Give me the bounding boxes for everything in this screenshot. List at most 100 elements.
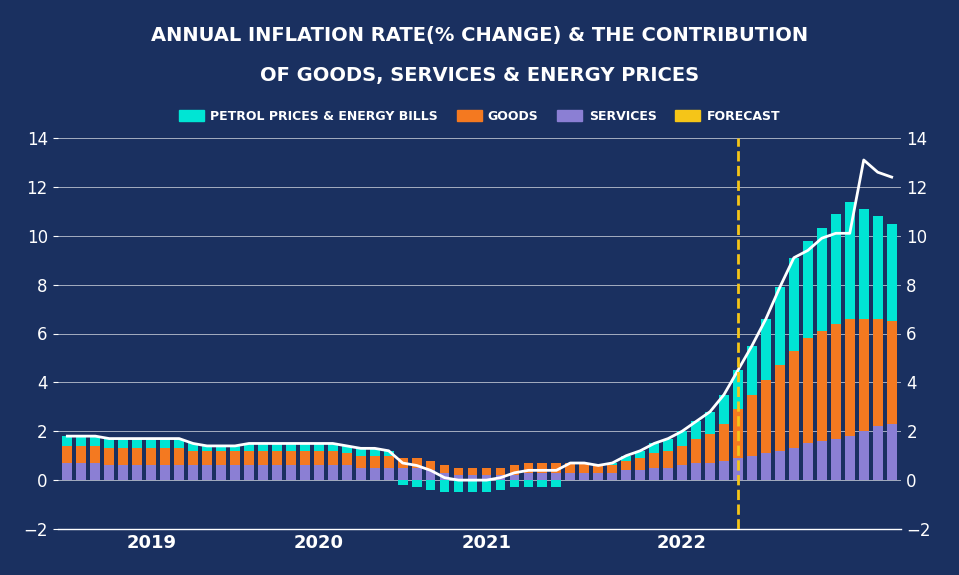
Bar — [439, 466, 450, 473]
Bar — [272, 451, 282, 466]
Bar — [873, 319, 882, 427]
Bar — [845, 319, 854, 436]
Bar — [105, 439, 114, 449]
Bar — [621, 470, 631, 480]
Bar — [594, 473, 603, 480]
Bar — [328, 443, 338, 451]
Bar — [524, 473, 533, 480]
Bar — [398, 480, 408, 485]
Bar — [258, 443, 268, 451]
Bar — [160, 448, 170, 466]
Bar — [132, 448, 142, 466]
Bar — [398, 458, 408, 468]
Bar — [468, 480, 478, 492]
Bar — [300, 466, 310, 480]
Bar — [454, 480, 463, 492]
Bar — [188, 466, 198, 480]
Bar — [454, 468, 463, 475]
Bar — [635, 451, 645, 458]
Bar — [579, 463, 589, 473]
Bar — [537, 473, 548, 480]
Bar — [524, 480, 533, 488]
Bar — [887, 224, 897, 321]
Bar — [481, 480, 491, 492]
Bar — [384, 451, 393, 455]
Bar — [439, 480, 450, 492]
Bar — [216, 466, 226, 480]
Bar — [566, 463, 575, 473]
Bar — [314, 466, 324, 480]
Bar — [272, 443, 282, 451]
Bar — [887, 424, 897, 480]
Bar — [286, 451, 295, 466]
Bar — [356, 448, 365, 455]
Bar — [789, 448, 799, 480]
Bar — [370, 455, 380, 468]
Bar — [147, 439, 156, 449]
Bar — [118, 439, 129, 449]
Bar — [356, 455, 365, 468]
Bar — [537, 480, 548, 488]
Bar — [175, 439, 184, 449]
Bar — [551, 473, 561, 480]
Bar — [411, 458, 422, 468]
Bar — [341, 453, 352, 466]
Bar — [202, 451, 212, 466]
Bar — [817, 331, 827, 441]
Bar — [272, 466, 282, 480]
Bar — [300, 443, 310, 451]
Bar — [677, 466, 687, 480]
Bar — [830, 324, 841, 439]
Bar — [579, 473, 589, 480]
Bar — [341, 446, 352, 453]
Bar — [468, 475, 478, 480]
Bar — [733, 370, 743, 409]
Bar — [691, 439, 701, 463]
Bar — [258, 466, 268, 480]
Bar — [817, 228, 827, 331]
Bar — [789, 258, 799, 351]
Bar — [370, 448, 380, 455]
Bar — [537, 463, 548, 473]
Bar — [747, 455, 757, 480]
Bar — [621, 461, 631, 470]
Text: OF GOODS, SERVICES & ENERGY PRICES: OF GOODS, SERVICES & ENERGY PRICES — [260, 66, 699, 85]
Bar — [664, 468, 673, 480]
Bar — [105, 466, 114, 480]
Bar — [147, 448, 156, 466]
Bar — [160, 466, 170, 480]
Bar — [314, 451, 324, 466]
Bar — [677, 431, 687, 446]
Bar — [649, 443, 659, 453]
Bar — [719, 394, 729, 424]
Bar — [859, 431, 869, 480]
Bar — [524, 463, 533, 473]
Bar — [705, 412, 714, 434]
Bar — [132, 439, 142, 449]
Bar — [496, 480, 505, 490]
Bar — [649, 453, 659, 468]
Bar — [859, 319, 869, 431]
Bar — [245, 443, 254, 451]
Legend: PETROL PRICES & ENERGY BILLS, GOODS, SERVICES, FORECAST: PETROL PRICES & ENERGY BILLS, GOODS, SER… — [174, 105, 785, 128]
Bar — [370, 468, 380, 480]
Bar — [830, 439, 841, 480]
Bar — [845, 436, 854, 480]
Bar — [621, 455, 631, 461]
Bar — [733, 409, 743, 458]
Bar — [761, 380, 771, 453]
Bar — [775, 287, 784, 365]
Bar — [664, 439, 673, 451]
Bar — [202, 446, 212, 451]
Bar — [566, 473, 575, 480]
Bar — [384, 468, 393, 480]
Bar — [733, 458, 743, 480]
Bar — [481, 475, 491, 480]
Bar — [216, 451, 226, 466]
Bar — [873, 427, 882, 480]
Bar — [496, 468, 505, 475]
Bar — [314, 443, 324, 451]
Bar — [230, 466, 240, 480]
Bar — [873, 216, 882, 319]
Bar — [859, 209, 869, 319]
